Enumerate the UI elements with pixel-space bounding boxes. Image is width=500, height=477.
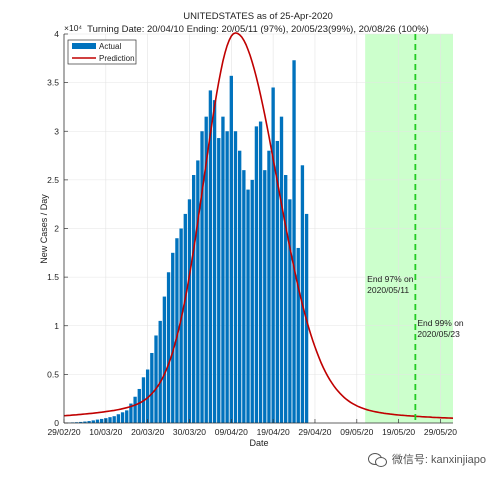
annotation-end-99: 2020/05/23: [417, 329, 460, 339]
actual-bar: [145, 369, 150, 423]
actual-bar: [191, 175, 196, 423]
x-tick-label: 09/05/20: [340, 427, 373, 437]
actual-bar: [171, 252, 175, 423]
actual-bar: [233, 131, 238, 423]
actual-bar: [125, 410, 129, 423]
y-tick-label: 2: [54, 224, 59, 234]
actual-bar: [242, 170, 246, 423]
actual-bar: [300, 165, 305, 423]
actual-bar: [133, 396, 137, 423]
prediction-curve: [63, 32, 454, 419]
actual-bar: [254, 126, 259, 423]
legend: Actual Prediction: [67, 39, 137, 65]
actual-bar: [246, 189, 250, 423]
actual-bar: [112, 416, 116, 423]
actual-bar: [204, 116, 208, 423]
x-axis-label: Date: [249, 438, 268, 448]
y-axis-label: New Cases / Day: [39, 194, 49, 264]
chart-title: UNITEDSTATES as of 25-Apr-2020: [183, 11, 333, 22]
actual-bar: [158, 320, 162, 423]
x-tick-label: 29/04/20: [298, 427, 331, 437]
actual-bar: [129, 403, 133, 423]
annotation-end-97: 2020/05/11: [367, 285, 409, 295]
y-tick-label: 0.5: [47, 369, 59, 379]
actual-bar: [87, 421, 91, 423]
watermark-text: 微信号: kanxinjiapo: [391, 454, 486, 466]
actual-bar: [91, 420, 95, 423]
actual-bar: [137, 388, 141, 423]
actual-bar: [284, 175, 288, 423]
x-tick-label: 30/03/20: [173, 427, 206, 437]
actual-bar: [196, 160, 200, 424]
legend-swatch-actual: [72, 43, 96, 49]
actual-bar: [208, 90, 213, 423]
actual-bar: [229, 75, 233, 423]
actual-bar: [292, 60, 296, 423]
y-tick-label: 3: [54, 126, 59, 136]
y-tick-label: 2.5: [47, 175, 59, 185]
actual-bar: [154, 335, 158, 423]
actual-bar: [275, 140, 279, 423]
actual-bar: [99, 418, 104, 423]
actual-bar: [267, 150, 271, 423]
actual-bar: [187, 199, 192, 423]
x-tick-label: 29/05/20: [424, 427, 457, 437]
actual-bar: [116, 414, 121, 423]
watermark: 微信号: kanxinjiapo: [367, 451, 486, 467]
actual-bar: [120, 412, 125, 423]
tick-labels: 29/02/20 10/03/20 20/03/20 30/03/20 09/04/20…: [47, 29, 457, 437]
actual-bar: [258, 121, 263, 424]
x-tick-label: 10/03/20: [89, 427, 122, 437]
actual-bar: [200, 131, 204, 423]
legend-label-prediction: Prediction: [99, 54, 135, 63]
actual-bar: [166, 272, 171, 423]
y-tick-label: 4: [54, 29, 59, 39]
actual-bar: [263, 170, 267, 423]
actual-bar: [79, 421, 83, 423]
actual-bar: [183, 213, 187, 423]
actual-bar: [175, 238, 179, 423]
actual-bar: [250, 179, 254, 423]
legend-label-actual: Actual: [99, 42, 121, 51]
actual-bar: [108, 417, 112, 423]
actual-bar: [296, 247, 300, 423]
y-tick-label: 0: [54, 418, 59, 428]
x-tick-label: 19/05/20: [382, 427, 415, 437]
actual-bar: [150, 352, 154, 423]
x-tick-label: 09/04/20: [215, 427, 248, 437]
y-exponent-label: ×10⁴: [64, 23, 82, 33]
actual-bar: [271, 87, 275, 424]
actual-bar: [162, 296, 167, 423]
annotation-end-97: End 97% on: [367, 274, 414, 284]
actual-bar: [221, 116, 225, 423]
x-tick-label: 19/04/20: [257, 427, 290, 437]
actual-bar: [217, 138, 221, 423]
actual-bar: [212, 100, 217, 423]
actual-bar: [238, 150, 242, 423]
wechat-icon: [367, 452, 387, 467]
prediction-line: [63, 32, 454, 419]
y-tick-label: 1.5: [47, 272, 59, 282]
x-tick-label: 20/03/20: [131, 427, 164, 437]
y-tick-label: 1: [54, 321, 59, 331]
actual-bar: [95, 419, 100, 423]
actual-bar: [225, 131, 229, 423]
axes: [63, 33, 453, 424]
actual-bar: [179, 228, 183, 423]
actual-bar: [83, 421, 87, 423]
actual-bar: [279, 116, 284, 423]
actual-bar: [288, 199, 292, 423]
annotation-end-99: End 99% on: [417, 318, 464, 328]
x-tick-label: 29/02/20: [47, 427, 80, 437]
chart-subtitle: Turning Date: 20/04/10 Ending: 20/05/11 …: [87, 24, 429, 35]
actual-bars: [66, 60, 309, 424]
y-tick-label: 3.5: [47, 78, 59, 88]
